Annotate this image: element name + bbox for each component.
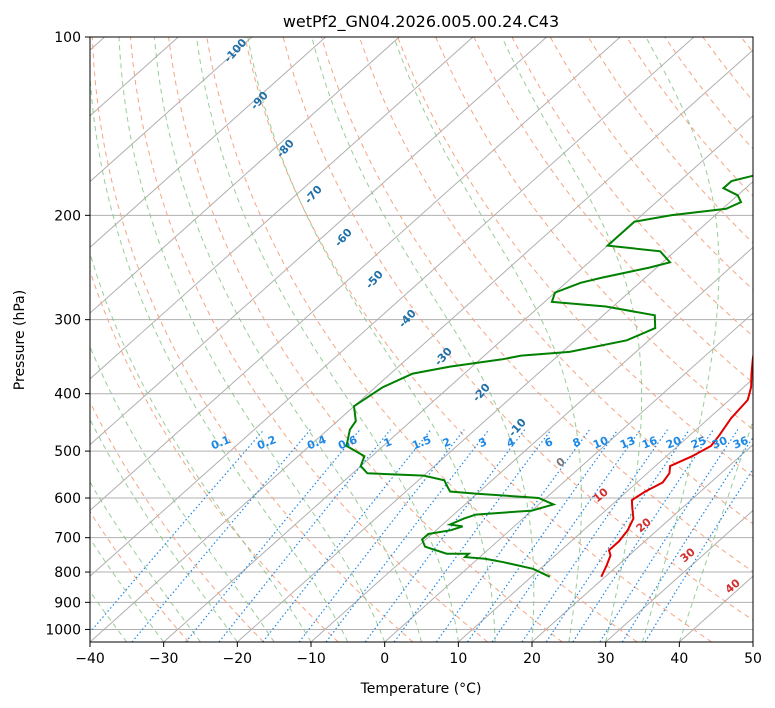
x-tick-label: −10 xyxy=(296,651,326,667)
moist-adiabat-line xyxy=(90,69,349,642)
isotherm-line xyxy=(90,49,753,642)
y-axis-label: Pressure (hPa) xyxy=(12,290,28,390)
mixing-ratio-line xyxy=(185,429,361,642)
x-axis: −40 −30 −20 −10 0 10 20 30 40 50 xyxy=(75,642,762,667)
mixing-ratio-line xyxy=(325,429,490,642)
mixing-ratio-line xyxy=(621,436,753,642)
x-tick-label: 10 xyxy=(449,651,467,667)
mixing-ratio-label: 36 xyxy=(731,434,750,452)
y-tick-label: 300 xyxy=(54,313,81,329)
mixing-ratio-line xyxy=(90,429,265,634)
y-tick-label: 500 xyxy=(54,444,81,460)
plot-frame xyxy=(89,36,754,643)
x-tick-label: −40 xyxy=(75,651,105,667)
mixing-ratio-line xyxy=(599,429,739,642)
x-tick-label: 30 xyxy=(597,651,615,667)
x-tick-label: −30 xyxy=(149,651,179,667)
x-tick-label: −20 xyxy=(223,651,253,667)
isotherm-line xyxy=(90,37,547,446)
isotherm-line xyxy=(605,509,753,642)
y-tick-label: 600 xyxy=(54,491,81,507)
dry-adiabat-line xyxy=(435,37,753,431)
mixing-ratio-label: 10 xyxy=(591,434,610,452)
mixing-ratio-label: 13 xyxy=(618,434,637,452)
mixing-ratio-line xyxy=(435,429,591,642)
isotherm-line xyxy=(237,180,753,642)
mixing-ratio-line xyxy=(262,429,432,642)
moist-adiabat-line xyxy=(642,37,720,642)
dry-adiabat-line xyxy=(90,269,339,642)
x-axis-label: Temperature (°C) xyxy=(360,681,482,697)
mixing-ratio-line xyxy=(393,429,552,642)
isotherm-line xyxy=(458,378,753,642)
isotherm-line xyxy=(90,37,253,183)
x-tick-label: 20 xyxy=(523,651,541,667)
y-tick-label: 800 xyxy=(54,565,81,581)
dry-adiabat-line xyxy=(473,37,753,384)
dry-adiabat-line xyxy=(168,37,563,642)
isotherm-line xyxy=(90,37,326,249)
moist-adiabat-line xyxy=(90,418,238,642)
dry-adiabat-line xyxy=(282,37,753,621)
y-tick-label: 400 xyxy=(54,387,81,403)
mixing-ratio-label: 8 xyxy=(571,435,583,450)
dewpoint-profile xyxy=(345,174,753,578)
temperature-profile xyxy=(600,350,753,578)
dry-adiabat-line xyxy=(90,400,264,642)
y-tick-label: 900 xyxy=(54,595,81,611)
moist-adiabat-line xyxy=(90,345,275,642)
moist-adiabat-line xyxy=(501,37,643,642)
mixing-ratio-label: 25 xyxy=(689,434,708,452)
moist-adiabat-line xyxy=(393,37,582,642)
x-tick-label: 50 xyxy=(744,651,762,667)
mixing-ratio-line xyxy=(218,429,392,642)
isotherm-line xyxy=(163,115,753,642)
moist-adiabat-line xyxy=(311,37,535,642)
mixing-ratio-label: 2 xyxy=(441,435,453,450)
chart-title: wetPf2_GN04.2026.005.00.24.C43 xyxy=(283,12,559,32)
x-tick-label: 0 xyxy=(380,651,389,667)
isotherm-line xyxy=(90,37,621,512)
mixing-ratio-label: 30 xyxy=(710,434,729,452)
dry-adiabat-line xyxy=(91,37,414,642)
moist-adiabat-line xyxy=(247,37,496,642)
dry-adiabat-line xyxy=(511,37,753,337)
isotherm-line xyxy=(90,37,400,314)
dry-adiabat-line xyxy=(244,37,712,642)
y-tick-label: 200 xyxy=(54,208,81,224)
mixing-ratio-label: 20 xyxy=(664,434,683,452)
mixing-ratio-label: 1 xyxy=(382,435,394,450)
y-tick-label: 700 xyxy=(54,531,81,547)
isotherm-line xyxy=(384,312,753,642)
y-tick-label: 1000 xyxy=(45,622,81,638)
mixing-ratio-line xyxy=(521,429,668,642)
moist-adiabat-line xyxy=(196,37,459,642)
mixing-ratio-label: 3 xyxy=(477,435,489,450)
isotherm-line xyxy=(531,444,753,642)
x-tick-label: 40 xyxy=(670,651,688,667)
isotherm-line xyxy=(90,37,695,577)
y-axis: 100 200 300 400 500 600 700 800 900 1000 xyxy=(45,30,90,638)
mixing-ratio-label: 16 xyxy=(640,434,659,452)
dry-adiabat-line xyxy=(130,37,488,642)
moist-adiabat-line xyxy=(118,37,386,642)
moist-adiabat-line xyxy=(153,37,422,642)
moist-adiabat-line xyxy=(90,251,312,642)
moist-adiabat-line xyxy=(678,419,753,642)
mixing-ratio-line xyxy=(572,429,714,642)
mixing-ratio-line xyxy=(131,429,311,642)
dry-adiabat-line xyxy=(90,510,190,642)
y-tick-label: 100 xyxy=(54,30,81,46)
isotherm-line xyxy=(90,37,474,380)
